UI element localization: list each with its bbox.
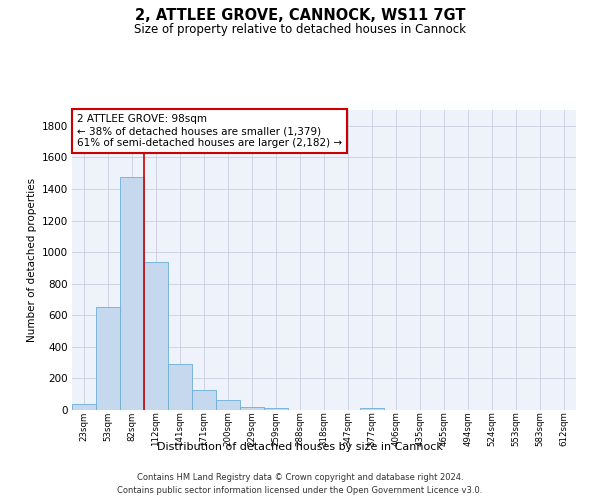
- Bar: [120, 177, 144, 410]
- Bar: [216, 400, 240, 410]
- Bar: [264, 408, 288, 410]
- Bar: [360, 408, 384, 410]
- Text: 2 ATTLEE GROVE: 98sqm
← 38% of detached houses are smaller (1,379)
61% of semi-d: 2 ATTLEE GROVE: 98sqm ← 38% of detached …: [77, 114, 342, 148]
- Text: Distribution of detached houses by size in Cannock: Distribution of detached houses by size …: [157, 442, 443, 452]
- Bar: [168, 364, 192, 410]
- Bar: [192, 390, 216, 410]
- Text: Contains public sector information licensed under the Open Government Licence v3: Contains public sector information licen…: [118, 486, 482, 495]
- Bar: [96, 308, 120, 410]
- Text: 2, ATTLEE GROVE, CANNOCK, WS11 7GT: 2, ATTLEE GROVE, CANNOCK, WS11 7GT: [135, 8, 465, 22]
- Y-axis label: Number of detached properties: Number of detached properties: [28, 178, 37, 342]
- Bar: [72, 404, 96, 410]
- Bar: [144, 262, 168, 410]
- Text: Size of property relative to detached houses in Cannock: Size of property relative to detached ho…: [134, 22, 466, 36]
- Bar: [240, 406, 264, 410]
- Text: Contains HM Land Registry data © Crown copyright and database right 2024.: Contains HM Land Registry data © Crown c…: [137, 472, 463, 482]
